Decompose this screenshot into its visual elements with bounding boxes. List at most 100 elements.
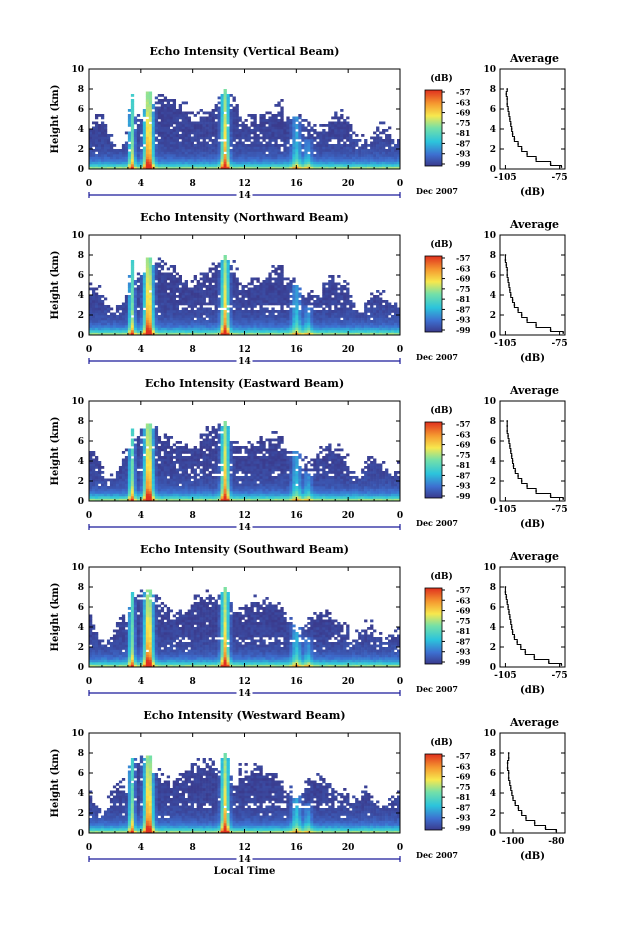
heatmap-cell xyxy=(391,139,395,142)
heatmap-cell xyxy=(136,453,141,457)
heatmap-cell xyxy=(154,478,159,482)
heatmap-cell xyxy=(166,305,171,308)
heatmap-cell xyxy=(163,468,168,472)
heatmap-cell xyxy=(130,159,135,162)
heatmap-cell xyxy=(220,262,224,266)
heatmap-cell xyxy=(136,317,141,321)
heatmap-cell xyxy=(370,315,374,318)
heatmap-cell xyxy=(109,496,114,499)
heatmap-cell xyxy=(259,136,263,140)
heatmap-cell xyxy=(322,166,326,170)
heatmap-cell xyxy=(145,448,150,452)
heatmap-cell xyxy=(94,493,99,497)
heatmap-cell xyxy=(130,106,135,110)
heatmap-cell xyxy=(115,307,120,311)
profile-y-tick-label: 8 xyxy=(490,85,496,95)
heatmap-cell xyxy=(154,463,159,467)
heatmap-cell xyxy=(124,312,129,316)
heatmap-cell xyxy=(373,310,377,313)
heatmap-cell xyxy=(334,312,338,316)
heatmap-cell xyxy=(145,426,150,429)
colorbar-tick-label: -57 xyxy=(456,87,470,97)
heatmap-cell xyxy=(160,295,165,298)
heatmap-cell xyxy=(271,116,275,120)
heatmap-cell xyxy=(289,151,293,155)
heatmap-cell xyxy=(127,109,132,112)
heatmap-cell xyxy=(160,104,165,107)
heatmap-cell xyxy=(175,322,180,326)
heatmap-cell xyxy=(115,498,120,502)
heatmap-cell xyxy=(190,141,194,145)
heatmap-cell xyxy=(337,330,341,333)
heatmap-cell xyxy=(172,154,177,157)
heatmap-cell xyxy=(154,458,159,462)
heatmap-cell xyxy=(250,154,254,157)
heatmap-cell xyxy=(220,302,224,306)
heatmap-cell xyxy=(229,136,233,140)
heatmap-cell xyxy=(91,151,96,155)
heatmap-cell xyxy=(250,114,254,117)
heatmap-cell xyxy=(163,154,168,157)
heatmap-cell xyxy=(181,307,185,311)
heatmap-cell xyxy=(130,129,135,132)
heatmap-cell xyxy=(316,322,320,326)
heatmap-cell xyxy=(100,478,105,482)
heatmap-cell xyxy=(265,126,269,130)
heatmap-cell xyxy=(130,114,135,117)
heatmap-cell xyxy=(265,322,269,326)
heatmap-cell xyxy=(151,473,156,477)
heatmap-cell xyxy=(316,300,320,303)
heatmap-cell xyxy=(163,106,168,110)
heatmap-cell xyxy=(202,141,206,145)
heatmap-cell xyxy=(148,141,153,145)
heatmap-cell xyxy=(148,161,153,165)
heatmap-cell xyxy=(376,310,380,313)
profile-point xyxy=(505,264,508,266)
heatmap-cell xyxy=(397,325,401,328)
heatmap-cell xyxy=(208,332,212,336)
heatmap-cell xyxy=(166,322,171,326)
heatmap-cell xyxy=(280,325,284,328)
heatmap-cell xyxy=(337,302,341,306)
heatmap-cell xyxy=(283,159,287,162)
heatmap-cell xyxy=(376,126,380,130)
heatmap-cell xyxy=(304,166,308,170)
heatmap-cell xyxy=(217,330,221,333)
heatmap-cell xyxy=(154,144,159,147)
heatmap-cell xyxy=(292,322,296,326)
heatmap-cell xyxy=(148,277,153,281)
heatmap-cell xyxy=(127,320,132,323)
heatmap-cell xyxy=(211,285,215,288)
heatmap-cell xyxy=(283,310,287,313)
heatmap-cell xyxy=(352,330,356,333)
heatmap-cell xyxy=(217,126,221,130)
heatmap-cell xyxy=(205,315,209,318)
heatmap-cell xyxy=(292,280,296,283)
heatmap-cell xyxy=(352,161,356,165)
heatmap-cell xyxy=(97,491,102,494)
heatmap-cell xyxy=(268,280,272,283)
heatmap-cell xyxy=(337,159,341,162)
heatmap-cell xyxy=(124,498,129,502)
heatmap-cell xyxy=(148,468,153,472)
heatmap-cell xyxy=(211,290,215,293)
heatmap-cell xyxy=(202,282,206,286)
heatmap-cell xyxy=(160,290,165,293)
heatmap-cell xyxy=(397,317,401,321)
heatmap-cell xyxy=(214,282,218,286)
heatmap-cell xyxy=(340,129,344,132)
heatmap-cell xyxy=(154,262,159,266)
heatmap-cell xyxy=(265,320,269,323)
heatmap-cell xyxy=(175,119,180,122)
heatmap-cell xyxy=(388,146,392,150)
heatmap-cell xyxy=(370,166,374,170)
y-tick-label: 2 xyxy=(78,145,84,155)
heatmap-cell xyxy=(247,156,251,160)
heatmap-cell xyxy=(280,151,284,155)
heatmap-cell xyxy=(166,483,171,487)
heatmap-cell xyxy=(331,285,335,288)
profile-x-tick-label: -105 xyxy=(494,339,517,349)
heatmap-cell xyxy=(226,327,230,331)
heatmap-cell xyxy=(133,141,138,145)
heatmap-cell xyxy=(223,255,227,258)
